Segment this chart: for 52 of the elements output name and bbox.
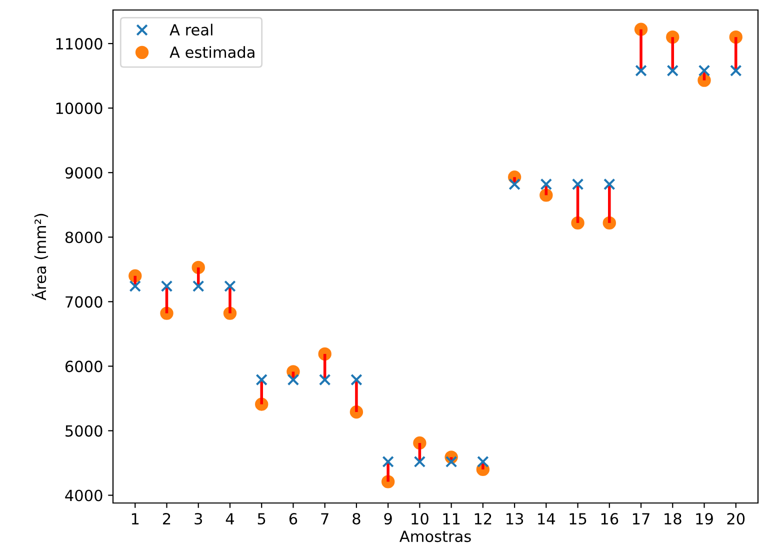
x-tick-label: 8 <box>352 512 360 525</box>
x-axis-title: Amostras <box>400 530 471 542</box>
legend-label: A estimada <box>170 46 254 58</box>
y-tick-label: 11000 <box>56 38 102 50</box>
point <box>508 178 520 190</box>
x-tick-label: 7 <box>321 513 328 524</box>
x-tick-label: 19 <box>696 512 713 525</box>
point <box>414 456 426 468</box>
x-tick-label: 3 <box>194 512 202 525</box>
point <box>318 374 331 386</box>
y-tick-label: 5000 <box>66 425 102 437</box>
point <box>635 64 647 77</box>
x-tick-label: 9 <box>384 512 392 525</box>
x-tick-label: 12 <box>474 512 492 524</box>
point <box>445 456 458 468</box>
x-tick-label: 10 <box>412 512 428 525</box>
x-tick-label: 6 <box>289 512 298 525</box>
y-axis-title: Área (mm²) <box>32 214 48 300</box>
y-tick-label: 10000 <box>56 102 102 114</box>
x-tick-label: 20 <box>727 512 745 525</box>
point <box>666 64 679 77</box>
x-tick-label: 15 <box>570 513 586 525</box>
y-tick-label: 6000 <box>65 360 102 372</box>
x-tick-label: 4 <box>226 513 234 524</box>
y-tick-label: 9000 <box>65 167 102 179</box>
point <box>256 374 268 386</box>
point <box>287 374 300 386</box>
legend-label: A real <box>170 24 212 36</box>
x-tick-label: 16 <box>601 512 618 525</box>
point <box>603 178 616 190</box>
point <box>382 456 394 468</box>
x-tick-label: 2 <box>163 512 170 524</box>
point <box>224 280 236 292</box>
point <box>540 178 552 190</box>
y-tick-label: 4000 <box>65 490 102 502</box>
point <box>477 456 489 468</box>
point <box>572 178 584 190</box>
point <box>350 374 362 386</box>
x-tick-label: 14 <box>538 513 556 524</box>
x-tick-label: 11 <box>443 513 460 524</box>
point <box>698 64 710 77</box>
y-tick-label: 7000 <box>66 296 102 308</box>
y-tick-label: 8000 <box>65 232 102 244</box>
x-tick-label: 18 <box>664 512 682 525</box>
point <box>129 280 142 292</box>
point <box>160 280 173 292</box>
point <box>192 280 204 292</box>
point <box>730 64 742 77</box>
x-tick-label: 1 <box>132 513 139 524</box>
x-tick-label: 17 <box>632 513 650 524</box>
x-tick-label: 5 <box>258 513 266 525</box>
x-tick-label: 13 <box>506 512 524 525</box>
